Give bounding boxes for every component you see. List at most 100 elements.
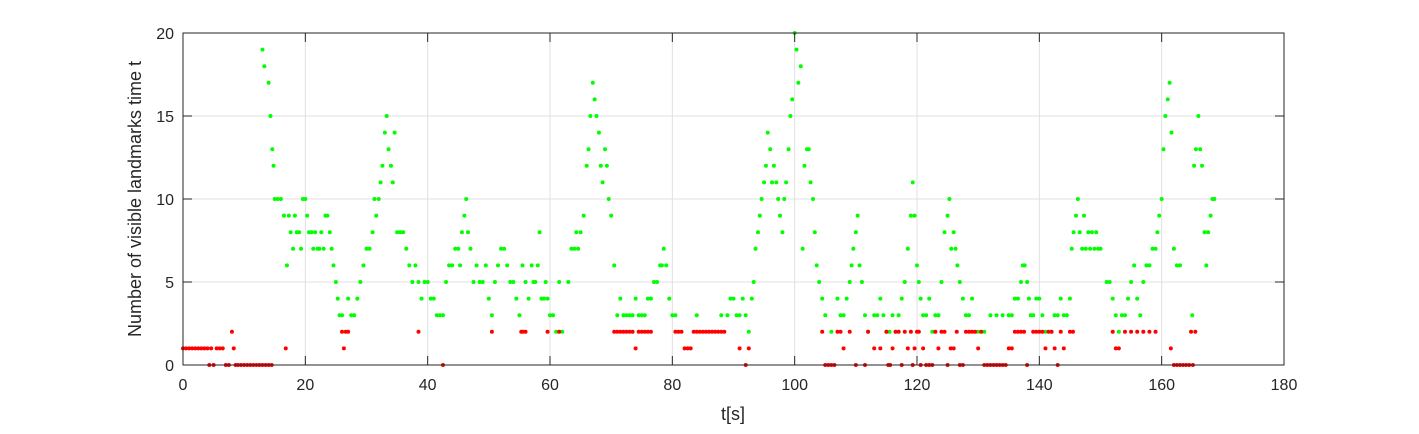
data-point: [838, 329, 843, 334]
data-point: [921, 313, 926, 318]
data-point: [286, 213, 291, 218]
data-point: [537, 230, 542, 235]
data-point: [814, 263, 819, 268]
data-point: [321, 246, 326, 251]
data-point: [902, 280, 907, 284]
data-point: [260, 47, 265, 52]
data-point: [878, 346, 883, 351]
data-point: [202, 346, 207, 351]
data-point: [939, 280, 944, 284]
data-point: [566, 280, 571, 284]
data-point: [890, 346, 895, 351]
data-point: [908, 213, 913, 218]
data-point: [737, 313, 742, 318]
data-point: [1129, 329, 1134, 334]
data-point: [590, 80, 595, 85]
data-point: [1193, 147, 1198, 152]
data-point: [1144, 263, 1149, 268]
y-tick-label: 0: [165, 358, 174, 375]
data-point: [569, 246, 574, 251]
data-point: [951, 346, 956, 351]
data-point: [763, 163, 768, 168]
data-point: [1071, 230, 1076, 235]
data-point: [893, 329, 898, 334]
data-point: [317, 246, 322, 251]
data-point: [655, 280, 660, 284]
data-point: [627, 313, 632, 318]
data-point: [976, 329, 981, 334]
data-point: [1075, 197, 1080, 201]
data-point: [297, 230, 302, 235]
data-point: [459, 230, 464, 235]
data-point: [572, 246, 577, 251]
data-point: [1116, 346, 1121, 351]
data-point: [1147, 263, 1152, 268]
data-point: [311, 246, 316, 251]
data-point: [820, 329, 825, 334]
data-point: [955, 263, 960, 268]
data-point: [963, 329, 968, 334]
data-points: [181, 31, 1217, 367]
data-point: [209, 346, 214, 351]
data-point: [624, 313, 629, 318]
data-point: [299, 246, 304, 251]
data-point: [496, 263, 501, 268]
data-point: [642, 329, 647, 334]
data-point: [444, 280, 449, 284]
data-point: [1037, 329, 1042, 334]
data-point: [844, 296, 849, 301]
data-point: [1147, 329, 1152, 334]
data-point: [480, 280, 485, 284]
data-point: [933, 313, 938, 318]
data-point: [1135, 329, 1140, 334]
data-point: [1150, 246, 1155, 251]
data-point: [942, 329, 947, 334]
data-point: [1067, 296, 1072, 301]
data-point: [606, 197, 611, 201]
data-point: [462, 213, 467, 218]
data-point: [639, 329, 644, 334]
data-point: [1122, 313, 1127, 318]
data-point: [335, 296, 340, 301]
data-point: [275, 197, 280, 201]
data-point: [1122, 329, 1127, 334]
data-point: [1159, 197, 1164, 201]
data-point: [464, 197, 469, 201]
data-point: [1163, 114, 1168, 118]
data-point: [355, 296, 360, 301]
data-point: [340, 329, 345, 334]
data-point: [535, 263, 540, 268]
data-point: [976, 346, 981, 351]
data-point: [963, 313, 968, 318]
data-point: [694, 329, 699, 334]
data-point: [1043, 329, 1048, 334]
data-point: [220, 346, 225, 351]
data-point: [388, 163, 393, 168]
data-point: [670, 313, 675, 318]
data-point: [817, 280, 822, 284]
data-point: [1113, 346, 1118, 351]
data-point: [703, 329, 708, 334]
data-point: [642, 313, 647, 318]
data-point: [489, 313, 494, 318]
data-point: [939, 329, 944, 334]
data-point: [866, 329, 871, 334]
data-point: [554, 329, 559, 334]
data-point: [857, 263, 862, 268]
data-point: [404, 246, 409, 251]
data-point: [1015, 296, 1020, 301]
data-point: [523, 280, 528, 284]
data-point: [1061, 346, 1066, 351]
data-point: [982, 329, 987, 334]
data-point: [560, 329, 565, 334]
data-point: [664, 263, 669, 268]
data-point: [434, 313, 439, 318]
data-point: [630, 313, 635, 318]
data-point: [915, 263, 919, 268]
data-point: [719, 329, 724, 334]
data-point: [1046, 329, 1051, 334]
data-point: [731, 296, 736, 301]
data-point: [734, 313, 739, 318]
